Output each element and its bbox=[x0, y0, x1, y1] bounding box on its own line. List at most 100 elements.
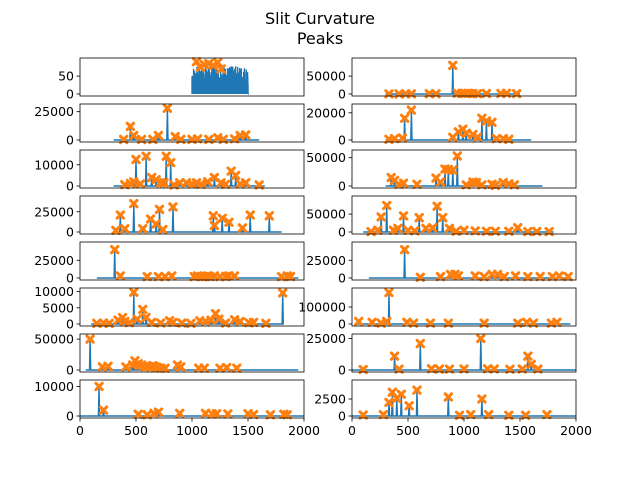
peak-marker bbox=[103, 361, 113, 371]
peak-marker bbox=[434, 364, 445, 374]
peak-marker bbox=[121, 362, 131, 372]
peak-marker bbox=[552, 317, 562, 327]
peak-marker bbox=[153, 271, 164, 282]
subplot-8: 0 50000 bbox=[306, 195, 577, 240]
peak-marker bbox=[479, 271, 489, 282]
peak-marker bbox=[477, 180, 487, 190]
signal-line bbox=[368, 249, 571, 279]
peak-marker bbox=[120, 224, 130, 234]
peak-marker bbox=[435, 271, 446, 282]
y-tick-label: 0 bbox=[338, 409, 346, 424]
peak-marker bbox=[520, 410, 531, 421]
peak-marker bbox=[208, 211, 218, 221]
y-tick-label: 25000 bbox=[34, 253, 74, 268]
y-tick-label: 50 bbox=[58, 69, 74, 84]
y-tick-label: 0 bbox=[66, 271, 74, 286]
peak-marker bbox=[220, 179, 231, 189]
peak-marker bbox=[399, 113, 410, 123]
peak-marker bbox=[220, 318, 231, 328]
peak-marker bbox=[426, 364, 437, 374]
peak-marker bbox=[406, 105, 417, 115]
peak-marker bbox=[504, 410, 514, 421]
signal-line bbox=[191, 66, 249, 95]
figure-title-line1: Slit Curvature bbox=[265, 9, 375, 28]
peak-marker bbox=[397, 133, 408, 143]
peak-marker bbox=[470, 271, 480, 281]
peak-marker bbox=[523, 271, 533, 282]
peak-marker bbox=[482, 364, 493, 374]
peak-marker bbox=[138, 224, 148, 234]
peak-marker bbox=[528, 318, 539, 328]
y-tick-label: 0 bbox=[66, 179, 74, 194]
peak-marker bbox=[563, 271, 573, 282]
peak-marker bbox=[158, 224, 168, 235]
peak-marker bbox=[104, 318, 114, 329]
peak-marker bbox=[501, 88, 512, 98]
peak-marker bbox=[176, 134, 186, 145]
y-tick-label: 50000 bbox=[306, 69, 346, 84]
signal-line bbox=[85, 339, 299, 371]
peak-marker bbox=[213, 57, 223, 68]
peak-marker bbox=[412, 385, 422, 395]
peak-marker bbox=[125, 121, 136, 132]
peak-marker bbox=[282, 410, 292, 420]
peak-marker bbox=[85, 334, 95, 344]
peak-marker bbox=[153, 407, 164, 417]
peak-marker bbox=[492, 269, 503, 280]
signal-line bbox=[113, 203, 282, 233]
y-tick-label: 0 bbox=[338, 271, 346, 286]
peak-marker bbox=[448, 165, 458, 175]
peak-marker bbox=[129, 130, 139, 141]
peak-marker bbox=[410, 226, 420, 236]
peak-marker bbox=[542, 409, 552, 420]
peak-marker bbox=[248, 409, 259, 420]
peak-marker bbox=[399, 244, 410, 255]
peak-marker bbox=[110, 244, 120, 255]
y-tick-label: 0 bbox=[66, 317, 74, 332]
peak-marker bbox=[154, 204, 165, 215]
peak-marker bbox=[209, 220, 220, 231]
y-tick-label: 0 bbox=[66, 87, 74, 102]
peak-marker bbox=[510, 271, 521, 281]
subplot-5: 0 10000 bbox=[34, 149, 305, 194]
peak-marker bbox=[248, 317, 259, 328]
y-tick-label: 0 bbox=[338, 317, 346, 332]
peak-marker bbox=[245, 210, 255, 220]
peak-marker bbox=[235, 316, 245, 327]
y-tick-label: 0 bbox=[66, 409, 74, 424]
axes-frame bbox=[351, 103, 577, 143]
peak-marker bbox=[265, 410, 276, 420]
y-tick-label: 0 bbox=[338, 133, 346, 148]
peak-marker bbox=[435, 177, 446, 187]
peak-marker bbox=[218, 134, 229, 145]
peak-marker bbox=[214, 314, 224, 324]
peak-marker bbox=[118, 134, 129, 145]
axes-frame bbox=[79, 241, 305, 281]
peak-marker bbox=[367, 317, 377, 327]
peak-marker bbox=[241, 178, 251, 188]
peak-marker bbox=[168, 202, 178, 212]
peak-marker bbox=[491, 133, 502, 144]
peak-marker bbox=[241, 130, 251, 140]
y-tick-label: 100000 bbox=[298, 300, 346, 315]
axes-frame bbox=[79, 333, 305, 373]
axes-frame bbox=[351, 241, 577, 281]
peak-marker bbox=[376, 212, 386, 222]
peak-marker bbox=[92, 318, 102, 329]
peak-marker bbox=[223, 409, 233, 419]
subplot-10: 0 25000 bbox=[306, 241, 577, 286]
axes-frame bbox=[79, 103, 305, 143]
peak-marker bbox=[504, 134, 514, 145]
peak-marker bbox=[204, 134, 214, 145]
peak-marker bbox=[432, 201, 442, 211]
peak-marker bbox=[278, 288, 288, 298]
peak-marker bbox=[229, 271, 240, 281]
peak-marker bbox=[186, 318, 196, 329]
peak-marker bbox=[404, 401, 414, 411]
peak-marker bbox=[412, 179, 422, 189]
peak-marker bbox=[132, 314, 142, 324]
x-tick-label: 1500 bbox=[504, 423, 536, 438]
peak-marker bbox=[425, 318, 436, 328]
y-tick-label: 10000 bbox=[34, 379, 74, 394]
